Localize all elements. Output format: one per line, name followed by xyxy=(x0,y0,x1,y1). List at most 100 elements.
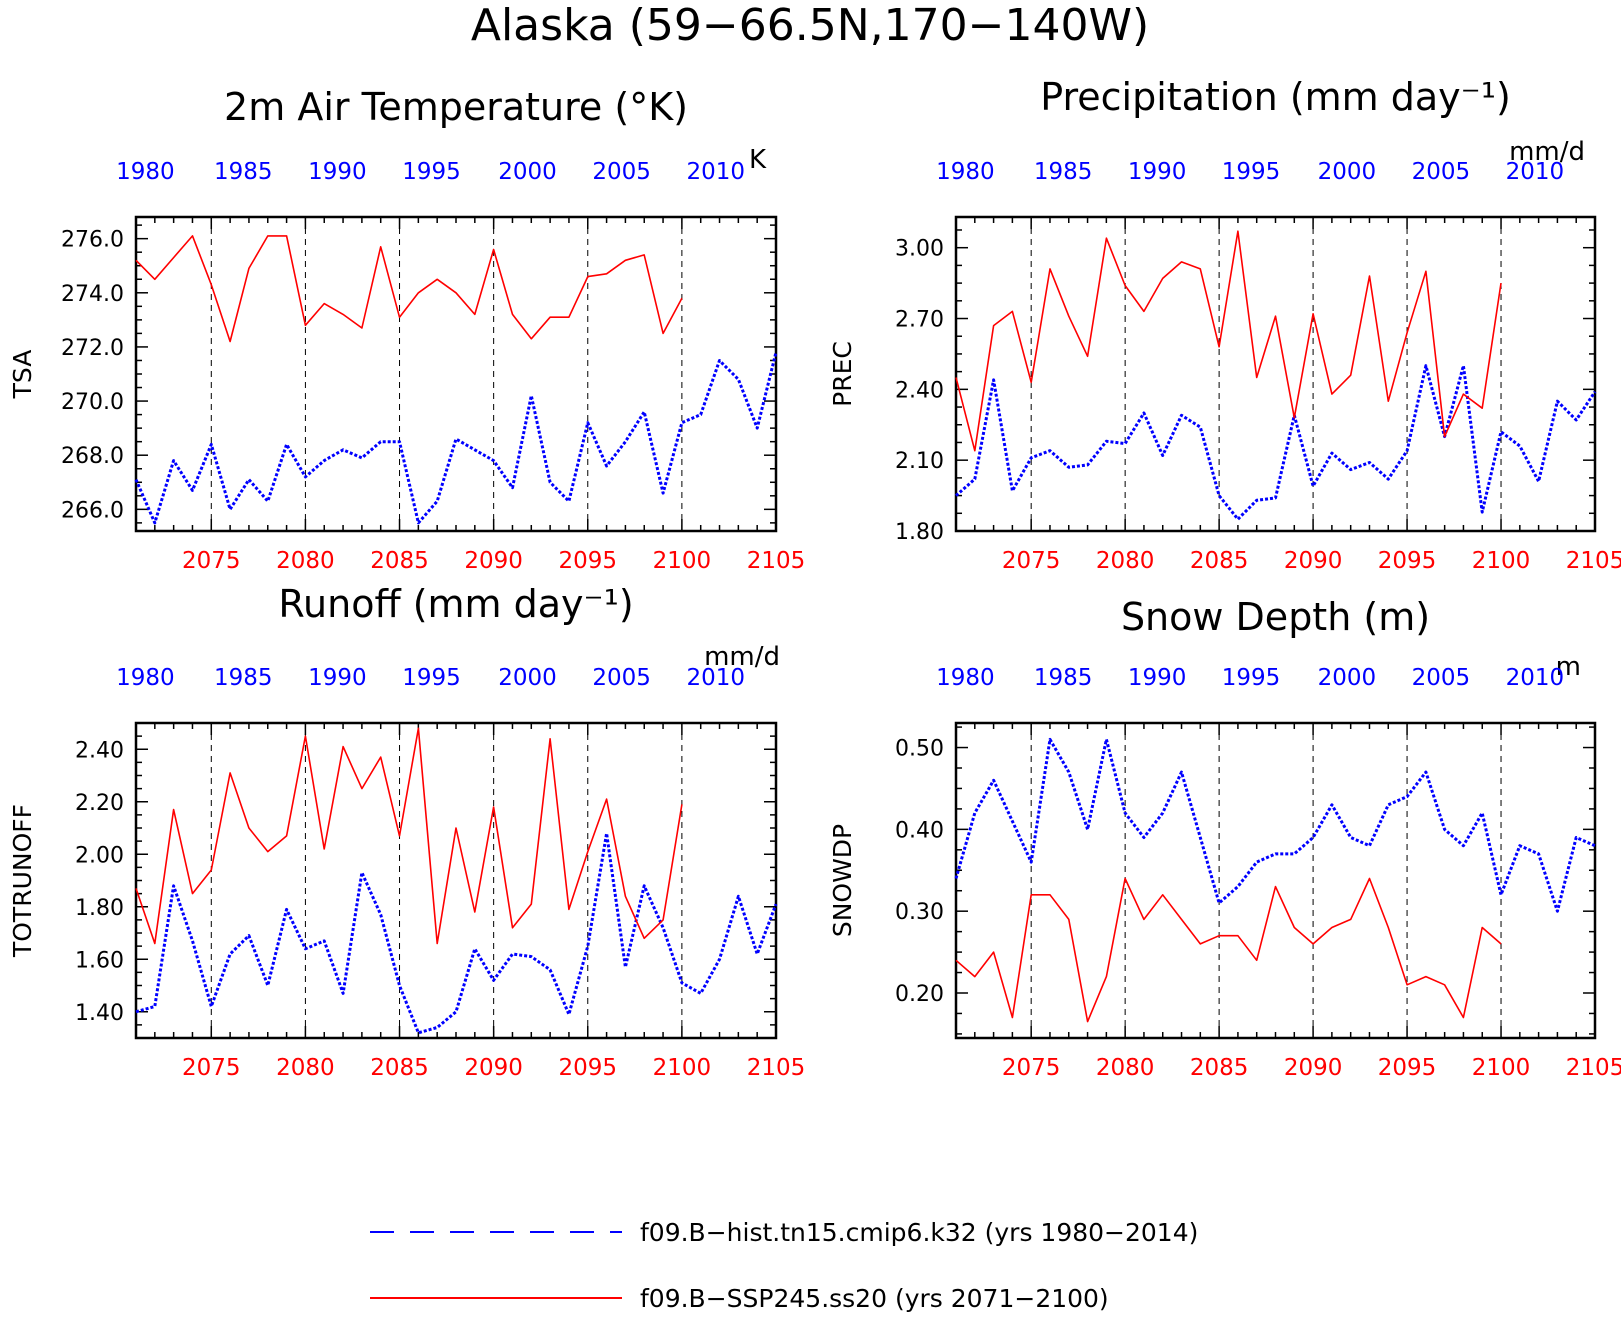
units-label: K xyxy=(749,145,767,175)
x-top-tick-label: 2005 xyxy=(592,665,651,691)
chart-panel-1: 2m Air Temperature (°K) K TSA 266.0 268.0 270… xyxy=(8,85,805,574)
x-top-tick-label: 1995 xyxy=(1222,159,1281,185)
plot-frame xyxy=(954,215,1597,533)
x-top-tick-label: 2010 xyxy=(1506,665,1565,691)
x-top-tick-label: 2000 xyxy=(498,665,557,691)
x-top-tick-label: 1995 xyxy=(402,665,461,691)
y-axis-label: PREC xyxy=(828,341,857,407)
y-tick-label: 2.40 xyxy=(75,738,124,763)
y-tick-label: 272.0 xyxy=(61,336,124,361)
y-tick-label: 270.0 xyxy=(61,390,124,415)
y-tick-label: 266.0 xyxy=(61,498,124,523)
x-bottom-tick-label: 2095 xyxy=(1378,1055,1437,1081)
x-top-tick-label: 1990 xyxy=(1128,665,1187,691)
panel-title: Precipitation (mm day⁻¹) xyxy=(1040,75,1511,119)
x-bottom-tick-label: 2085 xyxy=(1190,1055,1249,1081)
x-bottom-tick-label: 2075 xyxy=(1002,548,1061,574)
panel-title: 2m Air Temperature (°K) xyxy=(224,85,688,129)
y-tick-label: 1.80 xyxy=(895,520,944,545)
y-tick-label: 2.10 xyxy=(895,449,944,474)
y-tick-label: 0.20 xyxy=(895,982,944,1007)
x-bottom-tick-label: 2105 xyxy=(747,1055,806,1081)
series-line-hist xyxy=(134,351,778,525)
x-top-tick-label: 1995 xyxy=(1222,665,1281,691)
panel-title: Runoff (mm day⁻¹) xyxy=(278,582,633,626)
y-tick-label: 2.20 xyxy=(75,791,124,816)
legend-ssp-label: f09.B−SSP245.ss20 (yrs 2071−2100) xyxy=(640,1284,1109,1313)
chart-panel-3: Runoff (mm day⁻¹) mm/d TOTRUNOFF 1.40 1.60 1.… xyxy=(8,582,805,1081)
x-bottom-tick-label: 2090 xyxy=(464,1055,523,1081)
x-bottom-tick-label: 2090 xyxy=(1284,548,1343,574)
x-bottom-tick-label: 2085 xyxy=(1190,548,1249,574)
x-top-tick-label: 1985 xyxy=(1034,665,1093,691)
x-bottom-tick-label: 2085 xyxy=(370,1055,429,1081)
panel-title: Snow Depth (m) xyxy=(1121,595,1430,639)
x-bottom-tick-label: 2100 xyxy=(653,548,712,574)
x-bottom-tick-label: 2075 xyxy=(1002,1055,1061,1081)
x-top-tick-label: 2005 xyxy=(1412,159,1471,185)
y-axis-label: SNOWDP xyxy=(828,824,857,937)
x-bottom-tick-label: 2080 xyxy=(276,1055,335,1081)
chart-panel-2: Precipitation (mm day⁻¹) mm/d PREC 1.80 2.10… xyxy=(828,75,1621,574)
x-top-tick-label: 1980 xyxy=(936,665,995,691)
y-tick-label: 268.0 xyxy=(61,444,124,469)
y-tick-label: 1.60 xyxy=(75,948,124,973)
y-tick-label: 0.50 xyxy=(895,737,944,762)
legend: f09.B−hist.tn15.cmip6.k32 (yrs 1980−2014… xyxy=(370,1218,1198,1313)
x-bottom-tick-label: 2100 xyxy=(653,1055,712,1081)
x-top-tick-label: 1985 xyxy=(214,665,273,691)
x-bottom-tick-label: 2105 xyxy=(1566,1055,1621,1081)
x-bottom-tick-label: 2105 xyxy=(747,548,806,574)
panels: 2m Air Temperature (°K) K TSA 266.0 268.0 270… xyxy=(8,75,1621,1081)
x-bottom-tick-label: 2075 xyxy=(182,548,241,574)
x-bottom-tick-label: 2100 xyxy=(1472,548,1531,574)
chart-panel-4: Snow Depth (m) m SNOWDP 0.20 0.30 0.40 0.50 207… xyxy=(828,595,1621,1081)
x-bottom-tick-label: 2090 xyxy=(464,548,523,574)
y-axis-label: TSA xyxy=(8,350,37,400)
x-top-tick-label: 1990 xyxy=(1128,159,1187,185)
x-bottom-tick-label: 2095 xyxy=(1378,548,1437,574)
units-label: m xyxy=(1556,652,1581,682)
x-bottom-tick-label: 2080 xyxy=(276,548,335,574)
x-bottom-tick-label: 2105 xyxy=(1566,548,1621,574)
x-bottom-tick-label: 2080 xyxy=(1096,1055,1155,1081)
y-tick-label: 0.40 xyxy=(895,818,944,843)
plot-frame xyxy=(134,215,778,533)
units-label: mm/d xyxy=(704,642,780,672)
y-tick-label: 1.40 xyxy=(75,1001,124,1026)
x-top-tick-label: 1985 xyxy=(1034,159,1093,185)
series-line-ssp xyxy=(135,727,683,945)
series-line-ssp xyxy=(955,877,1502,1023)
y-tick-label: 0.30 xyxy=(895,900,944,925)
x-top-tick-label: 2000 xyxy=(1318,665,1377,691)
x-top-tick-label: 1980 xyxy=(116,665,175,691)
x-bottom-tick-label: 2085 xyxy=(370,548,429,574)
x-top-tick-label: 1985 xyxy=(214,159,273,185)
y-tick-label: 2.70 xyxy=(895,308,944,333)
x-top-tick-label: 1995 xyxy=(402,159,461,185)
x-top-tick-label: 2000 xyxy=(498,159,557,185)
series-line-hist xyxy=(955,364,1597,521)
y-tick-label: 2.00 xyxy=(75,843,124,868)
units-label: mm/d xyxy=(1509,137,1585,167)
series-line-hist xyxy=(135,831,778,1035)
y-tick-label: 274.0 xyxy=(61,282,124,307)
series-line-ssp xyxy=(135,235,683,343)
plot-frame xyxy=(134,721,778,1040)
x-top-tick-label: 1980 xyxy=(936,159,995,185)
x-bottom-tick-label: 2090 xyxy=(1284,1055,1343,1081)
x-top-tick-label: 1990 xyxy=(308,665,367,691)
x-bottom-tick-label: 2075 xyxy=(182,1055,241,1081)
x-bottom-tick-label: 2080 xyxy=(1096,548,1155,574)
y-tick-label: 2.40 xyxy=(895,378,944,403)
x-top-tick-label: 2010 xyxy=(686,159,745,185)
series-line-ssp xyxy=(955,230,1502,452)
x-top-tick-label: 2010 xyxy=(686,665,745,691)
y-tick-label: 276.0 xyxy=(61,228,124,253)
x-top-tick-label: 2005 xyxy=(1412,665,1471,691)
legend-hist-label: f09.B−hist.tn15.cmip6.k32 (yrs 1980−2014… xyxy=(640,1218,1198,1247)
series-line-hist xyxy=(954,737,1596,913)
x-top-tick-label: 1990 xyxy=(308,159,367,185)
x-top-tick-label: 2005 xyxy=(592,159,651,185)
